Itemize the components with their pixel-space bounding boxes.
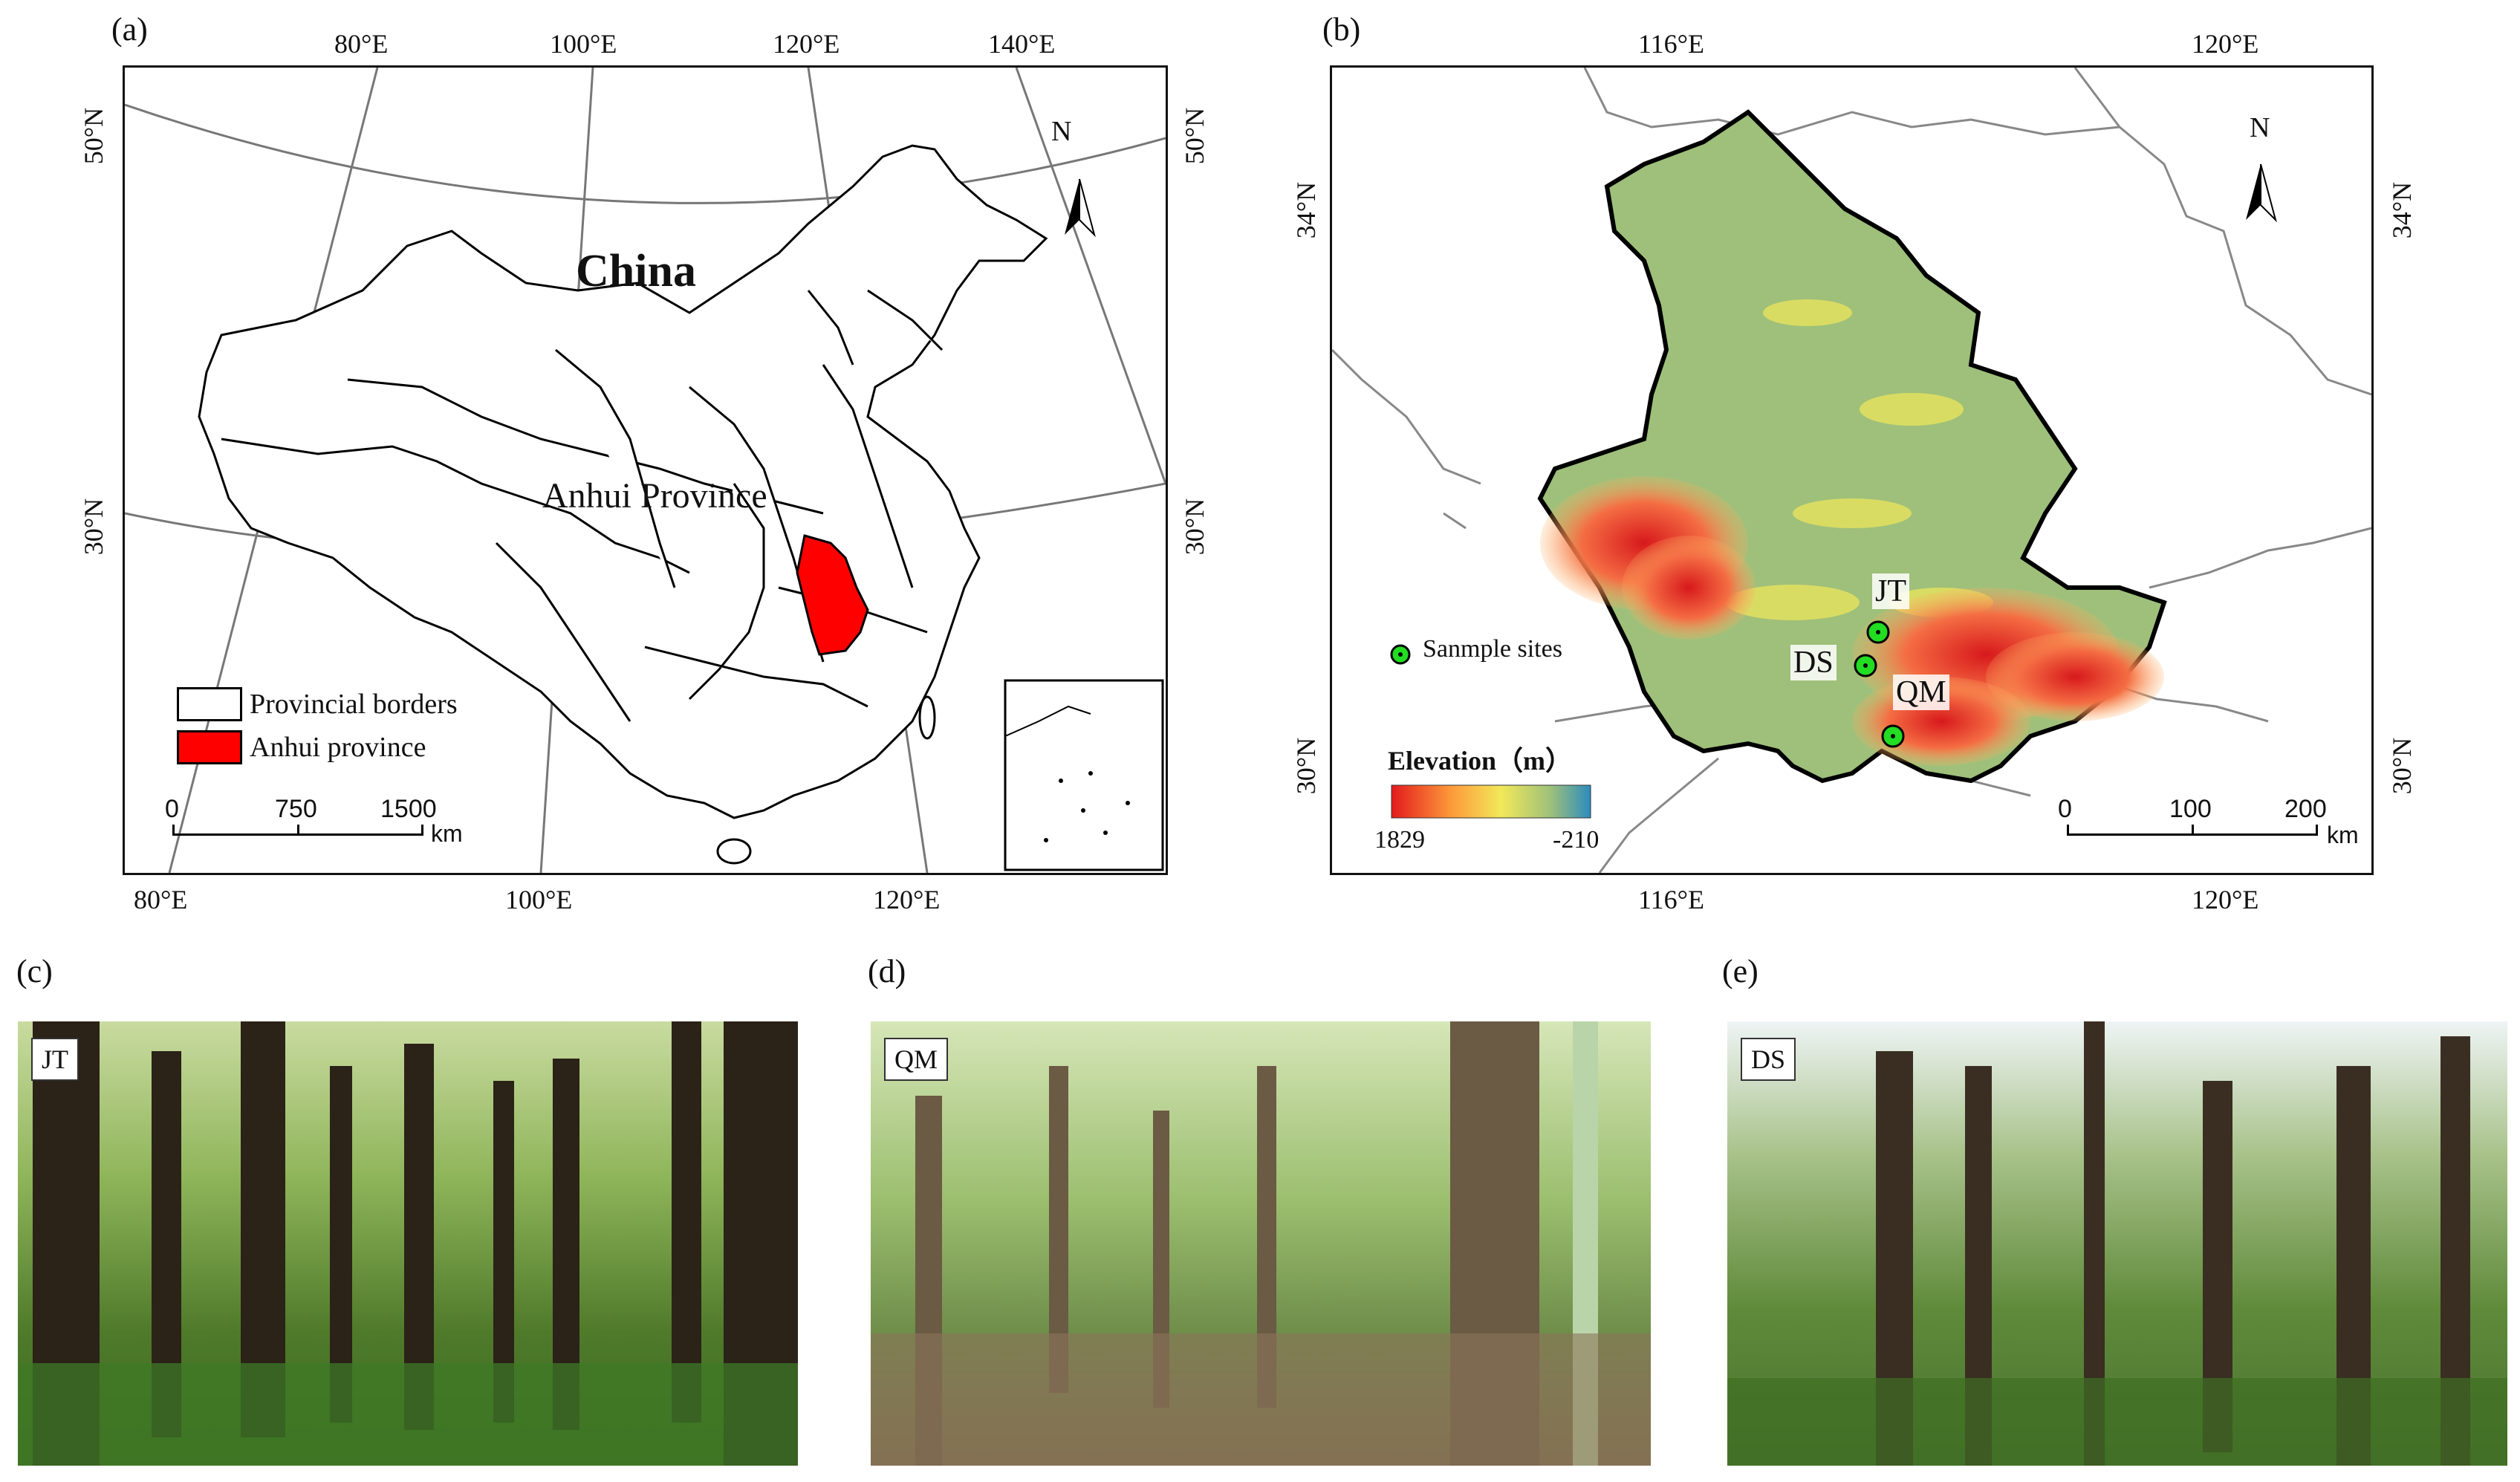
legend-border-swatch [177, 687, 242, 721]
a-top-lon-140: 140°E [988, 29, 1056, 59]
legend-anhui-label: Anhui province [250, 732, 426, 763]
panel-a-label: (a) [111, 11, 148, 48]
b-left-lat-34: 34°N [1291, 181, 1322, 239]
country-label: China [576, 246, 696, 296]
a-right-lat-30: 30°N [1180, 498, 1210, 556]
elevation-min-label: -210 [1553, 826, 1600, 854]
hainan-island [716, 838, 752, 865]
photo-ds-tag: DS [1741, 1038, 1796, 1081]
a-left-lat-50: 50°N [79, 107, 109, 165]
scale-a-tick-1: 750 [275, 795, 317, 823]
scale-a-tick-0: 0 [165, 795, 179, 823]
north-arrow-b [2246, 163, 2277, 223]
b-top-lon-120: 120°E [2192, 29, 2259, 59]
a-bottom-lon-100: 100°E [505, 885, 573, 914]
b-bottom-lon-120: 120°E [2192, 885, 2259, 914]
b-bottom-lon-116: 116°E [1638, 885, 1705, 914]
map-b-frame [1330, 65, 2374, 875]
panel-d-label: (d) [868, 953, 906, 989]
site-ds-label: DS [1790, 645, 1837, 680]
south-china-sea-inset [1004, 679, 1164, 871]
panel-e-label: (e) [1722, 953, 1759, 989]
province-label: Anhui Province [542, 476, 767, 516]
a-bottom-lon-120: 120°E [873, 885, 941, 914]
north-label-b: N [2250, 112, 2270, 143]
elevation-title: Elevation（m） [1388, 746, 1572, 776]
scale-a-tick-2: 1500 [380, 795, 437, 823]
legend-border-label: Provincial borders [250, 689, 458, 720]
site-jt-label: JT [1872, 573, 1909, 609]
b-right-lat-34: 34°N [2387, 181, 2417, 239]
panel-c-label: (c) [16, 953, 53, 989]
elevation-colorbar [1391, 784, 1591, 819]
map-a-canvas [125, 68, 1166, 873]
scale-b-tick-2: 200 [2284, 795, 2327, 823]
anhui-province [796, 534, 869, 656]
panel-b-label: (b) [1322, 11, 1361, 48]
scale-b-unit: km [2327, 822, 2359, 848]
scale-b-tick-0: 0 [2058, 795, 2072, 823]
b-right-lat-30: 30°N [2387, 737, 2417, 795]
a-top-lon-100: 100°E [550, 29, 617, 59]
scale-a-unit: km [431, 820, 463, 847]
a-left-lat-30: 30°N [79, 498, 109, 556]
photo-qm: QM [871, 1021, 1651, 1466]
map-a-frame [123, 65, 1168, 875]
legend-anhui-swatch [177, 730, 242, 764]
north-label-a: N [1051, 116, 1072, 147]
photo-jt: JT [18, 1021, 798, 1466]
b-left-lat-30: 30°N [1291, 737, 1322, 795]
a-top-lon-80: 80°E [334, 29, 389, 59]
taiwan-island [918, 695, 936, 740]
elevation-max-label: 1829 [1374, 826, 1425, 854]
a-bottom-lon-80: 80°E [134, 885, 188, 914]
a-top-lon-120: 120°E [773, 29, 840, 59]
legend-sites-label: Sanmple sites [1423, 635, 1562, 663]
photo-ds: DS [1727, 1021, 2507, 1466]
photo-qm-tag: QM [884, 1038, 949, 1081]
map-b-canvas [1332, 68, 2371, 873]
sample-sites [1854, 620, 1905, 748]
b-top-lon-116: 116°E [1638, 29, 1705, 59]
site-qm-label: QM [1893, 675, 1949, 710]
legend-a: Provincial borders Anhui province [177, 687, 458, 764]
scale-b-tick-1: 100 [2169, 795, 2212, 823]
scale-bar-a: 0 750 1500 km [165, 787, 477, 847]
photo-jt-tag: JT [31, 1038, 79, 1081]
scale-bar-b: 0 100 200 km [2058, 795, 2370, 854]
a-right-lat-50: 50°N [1180, 107, 1210, 165]
north-arrow-a [1065, 178, 1096, 238]
